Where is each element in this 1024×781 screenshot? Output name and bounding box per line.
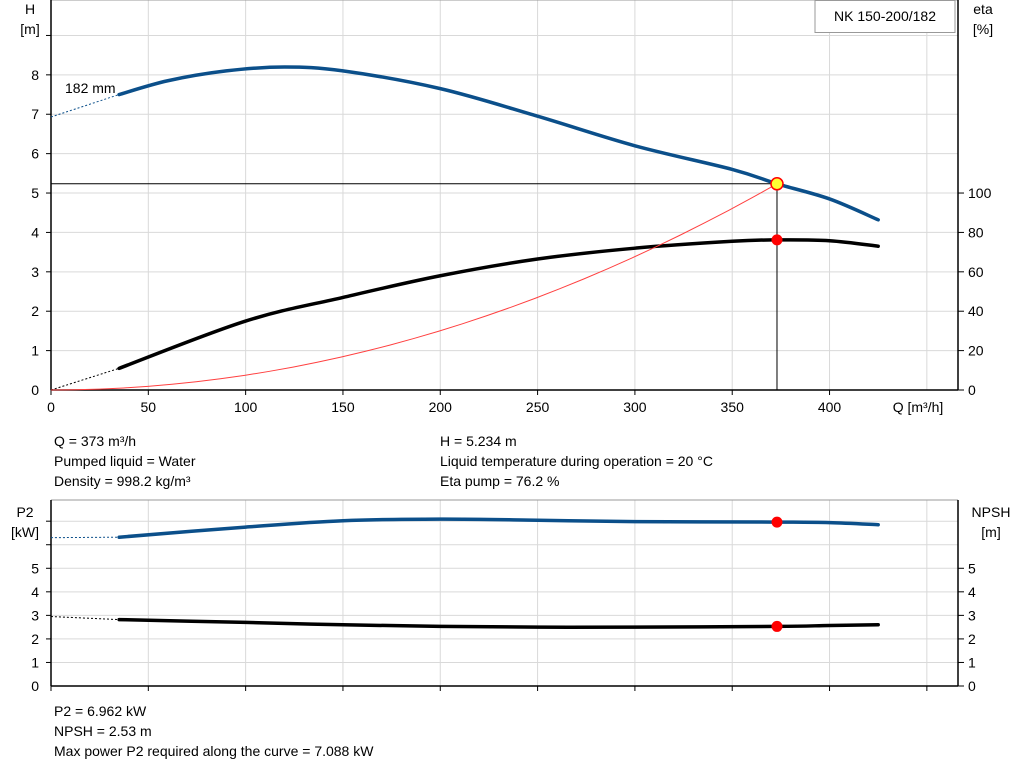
y-tick-label-right: 0 [968,382,976,398]
info-bottom: P2 = 6.962 kW NPSH = 2.53 m Max power P2… [54,701,373,761]
eta-curve [117,238,880,371]
info-p2: P2 = 6.962 kW [54,703,147,719]
info-npsh: NPSH = 2.53 m [54,723,152,739]
info-head: H = 5.234 m [440,433,517,449]
x-axis-label: Q [m³/h] [893,399,944,415]
head-curve [117,65,880,222]
legend-label: NK 150-200/182 [834,8,936,24]
y-tick-label-left: 7 [31,106,39,122]
x-tick-label: 100 [234,399,258,415]
eta-curve-extrapolated [50,367,120,391]
info-density: Density = 998.2 kg/m³ [54,473,191,489]
y-tick-label-left: 3 [31,264,39,280]
y-tick-label-right: 1 [968,654,976,670]
y-tick-label-right: 0 [968,678,976,694]
duty-point-p2 [771,516,783,528]
y-tick-label-left: 2 [31,631,39,647]
y-tick-label-left: 1 [31,343,39,359]
x-tick-label: 50 [141,399,157,415]
y-axis-label-right: NPSH [972,504,1011,520]
y-tick-label-left: 4 [31,584,39,600]
y-tick-label-right: 5 [968,560,976,576]
y-tick-label-right: 60 [968,264,984,280]
npsh-curve-extrapolated [50,616,120,621]
y-tick-label-left: 5 [31,185,39,201]
y-tick-label-left: 5 [31,560,39,576]
head-curve-extrapolated [50,94,120,118]
info-eta: Eta pump = 76.2 % [440,473,560,489]
y-tick-label-right: 4 [968,584,976,600]
duty-point-head [770,177,784,191]
y-tick-label-right: 2 [968,631,976,647]
info-liquid: Pumped liquid = Water [54,453,196,469]
y-tick-label-right: 40 [968,303,984,319]
system-curve [50,183,778,391]
legend-box [814,0,956,33]
duty-point-eta [771,234,783,246]
x-tick-label: 300 [623,399,647,415]
x-tick-label: 0 [47,399,55,415]
y-tick-label-left: 6 [31,146,39,162]
y-tick-label-right: 20 [968,343,984,359]
x-tick-label: 150 [331,399,355,415]
x-tick-label: 200 [429,399,453,415]
y-tick-label-right: 80 [968,224,984,240]
info-top-right: H = 5.234 m Liquid temperature during op… [440,431,713,491]
y-tick-label-left: 0 [31,678,39,694]
info-temperature: Liquid temperature during operation = 20… [440,453,713,469]
y-tick-label-right: 3 [968,607,976,623]
y-axis-unit-left: [m] [20,21,39,37]
x-tick-label: 250 [526,399,550,415]
y-axis-label-right: eta [973,1,993,17]
y-tick-label-left: 8 [31,67,39,83]
info-max-power: Max power P2 required along the curve = … [54,743,374,759]
y-tick-label-left: 0 [31,382,39,398]
x-tick-label: 350 [721,399,745,415]
y-axis-label-left: H [25,1,35,17]
y-tick-label-left: 2 [31,303,39,319]
y-tick-label-right: 100 [968,185,992,201]
impeller-diameter-label: 182 mm [65,80,116,96]
y-axis-unit-right: [m] [981,524,1000,540]
y-tick-label-left: 1 [31,654,39,670]
y-axis-unit-left: [kW] [11,524,39,540]
info-top-left: Q = 373 m³/h Pumped liquid = Water Densi… [54,431,196,491]
y-tick-label-left: 4 [31,224,39,240]
y-tick-label-left: 3 [31,607,39,623]
npsh-curve [117,617,880,629]
x-tick-label: 400 [818,399,842,415]
y-axis-unit-right: [%] [973,21,993,37]
y-axis-label-left: P2 [16,504,33,520]
duty-point-npsh [771,620,783,632]
info-flow: Q = 373 m³/h [54,433,137,449]
p2-curve [117,517,880,539]
